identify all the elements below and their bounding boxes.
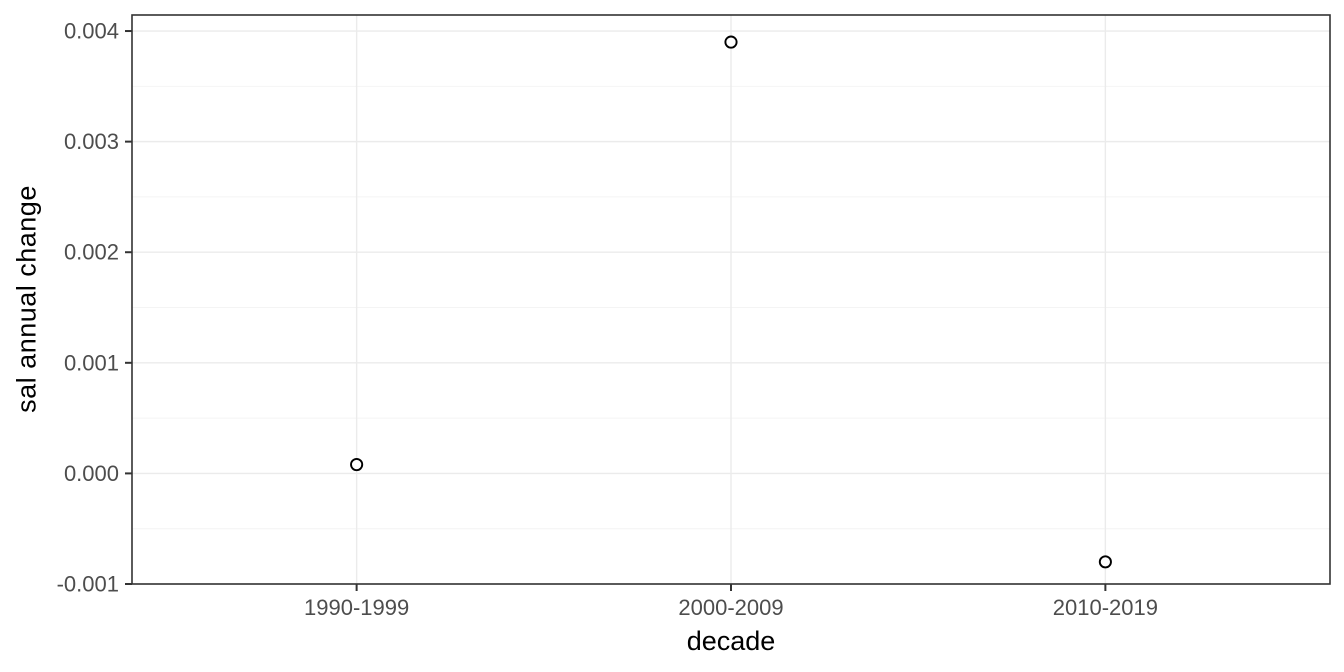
data-point-2000-2009 bbox=[724, 35, 738, 49]
y-tick-label: -0.001 bbox=[57, 571, 119, 596]
x-tick-label: 1990-1999 bbox=[304, 595, 409, 620]
y-tick-label: 0.001 bbox=[64, 350, 119, 375]
data-point-1990-1999 bbox=[350, 458, 364, 472]
x-tick-label: 2000-2009 bbox=[678, 595, 783, 620]
y-tick-label: 0.003 bbox=[64, 129, 119, 154]
y-tick-label: 0.002 bbox=[64, 240, 119, 265]
x-axis-title: decade bbox=[686, 626, 776, 656]
y-axis-title: sal annual change bbox=[11, 185, 42, 413]
y-tick-label: 0.000 bbox=[64, 461, 119, 486]
y-tick-label: 0.004 bbox=[64, 19, 119, 44]
data-point-2010-2019 bbox=[1098, 555, 1112, 569]
x-tick-label: 2010-2019 bbox=[1053, 595, 1158, 620]
